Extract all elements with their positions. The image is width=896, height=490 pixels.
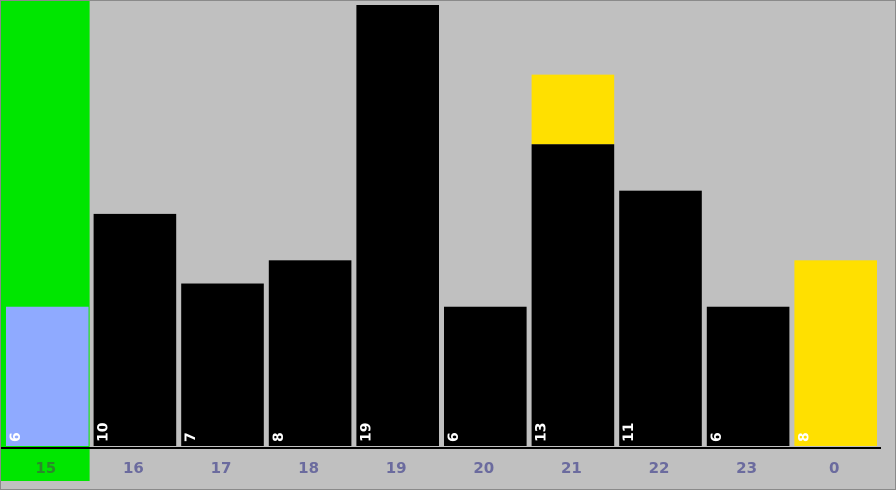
bar-value-label: 8: [796, 432, 812, 442]
x-tick-label: 19: [386, 459, 407, 477]
x-tick-label: 17: [211, 459, 232, 477]
x-tick-label: 21: [561, 459, 582, 477]
bar-value-label: 6: [446, 432, 462, 442]
bar-16: [93, 213, 177, 446]
bar-value-label: 13: [534, 423, 550, 442]
bar-value-label: 10: [96, 422, 112, 442]
x-tick-label: 20: [473, 459, 494, 477]
bar-value-label: 8: [271, 432, 287, 442]
x-tick-label: 22: [649, 459, 670, 477]
bar-17: [181, 283, 264, 446]
bar-value-label: 11: [621, 423, 637, 442]
x-tick-label: 18: [298, 459, 319, 477]
bar-15: [6, 306, 89, 446]
bar-23: [706, 306, 790, 446]
bar-18: [268, 260, 352, 446]
bar-value-label: 19: [358, 423, 374, 442]
bar-22: [619, 190, 702, 446]
x-tick-label: 16: [123, 459, 144, 477]
bar-value-label: 6: [709, 432, 725, 442]
bar-19: [356, 5, 439, 446]
x-tick-label: 23: [736, 459, 757, 477]
bar-20: [444, 306, 527, 446]
bar-value-label: 6: [8, 432, 24, 442]
x-tick-label: 0: [829, 459, 839, 477]
bar-21: [531, 144, 615, 446]
bar-overlay-21: [531, 74, 615, 145]
bar-value-label: 7: [183, 432, 199, 442]
bar-0: [794, 260, 877, 446]
x-tick-label: 15: [35, 459, 56, 477]
